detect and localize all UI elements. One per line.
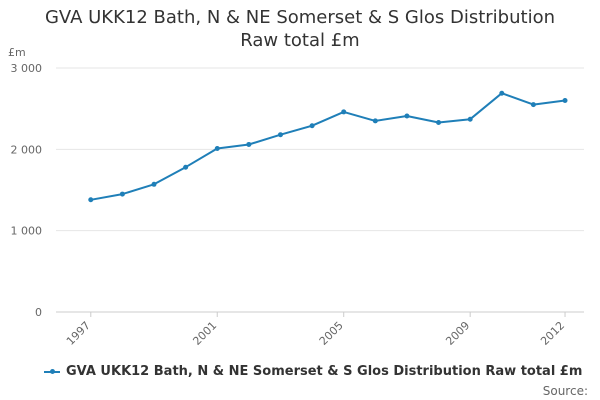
data-point xyxy=(119,191,125,197)
data-point xyxy=(214,146,220,152)
x-tick-label: 1997 xyxy=(64,319,93,348)
legend-swatch xyxy=(44,368,60,374)
data-point xyxy=(436,119,442,125)
data-point xyxy=(404,113,410,119)
data-point xyxy=(467,116,473,122)
data-point xyxy=(372,118,378,124)
x-tick-label: 2012 xyxy=(538,319,567,348)
data-point xyxy=(277,132,283,138)
x-tick-label: 2001 xyxy=(190,319,219,348)
legend-label: GVA UKK12 Bath, N & NE Somerset & S Glos… xyxy=(66,364,583,379)
data-point xyxy=(246,141,252,147)
y-tick-label: 1 000 xyxy=(11,225,43,238)
y-tick-label: 2 000 xyxy=(11,143,43,156)
series-line xyxy=(90,92,566,201)
data-point xyxy=(341,109,347,115)
x-tick-label: 2005 xyxy=(317,319,346,348)
y-tick-label: 3 000 xyxy=(11,62,43,75)
y-axis-label: £m xyxy=(8,46,26,59)
data-point xyxy=(499,90,505,96)
chart-title: GVA UKK12 Bath, N & NE Somerset & S Glos… xyxy=(0,6,600,52)
data-point xyxy=(309,123,315,129)
data-point xyxy=(88,197,94,203)
x-tick-label: 2009 xyxy=(443,319,472,348)
source-label: Source: xyxy=(542,384,588,398)
data-point xyxy=(183,164,189,170)
legend[interactable]: GVA UKK12 Bath, N & NE Somerset & S Glos… xyxy=(44,364,582,379)
data-point xyxy=(151,181,157,187)
series-layer xyxy=(88,90,568,203)
chart-title-line-2: Raw total £m xyxy=(240,30,360,51)
y-tick-label: 0 xyxy=(35,306,42,319)
data-point xyxy=(562,98,568,104)
gridlines xyxy=(56,67,584,232)
data-point xyxy=(530,102,536,108)
axes: 0 1 000 2 000 3 000 1997 2001 2005 2009 2012 xyxy=(11,62,584,348)
chart-title-line-1: GVA UKK12 Bath, N & NE Somerset & S Glos… xyxy=(44,7,555,28)
